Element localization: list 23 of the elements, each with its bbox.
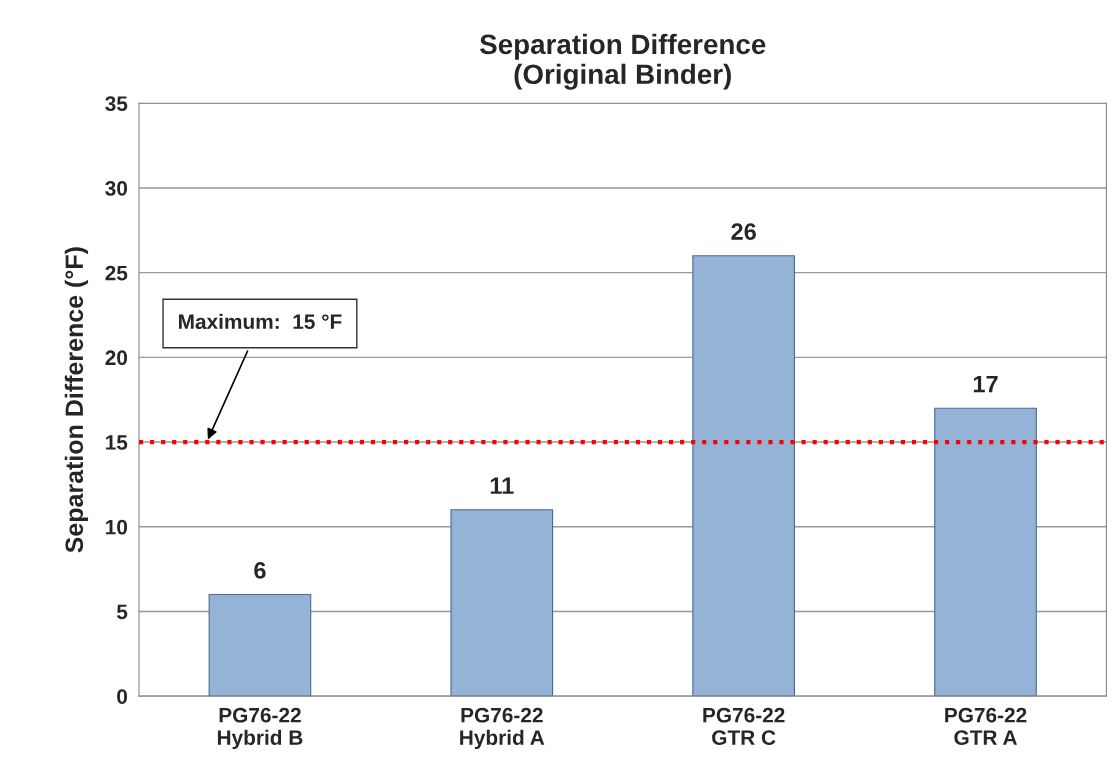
data-label: 11 xyxy=(490,477,514,494)
y-tick-label: 0 xyxy=(117,689,128,704)
x-tick-label: PG76-22 GTR C xyxy=(703,707,785,745)
chart-title: Separation Difference (Original Binder) xyxy=(479,33,766,90)
ref-line-label: Maximum: 15 °F xyxy=(179,313,342,330)
data-label: 17 xyxy=(973,375,998,393)
bar xyxy=(934,407,1037,697)
y-tick-label: 30 xyxy=(105,180,128,196)
x-tick-label: PG76-22 Hybrid A xyxy=(460,707,545,750)
x-tick-label: PG76-22 Hybrid B xyxy=(217,707,303,750)
data-label: 26 xyxy=(731,223,756,240)
bar xyxy=(450,509,554,697)
y-tick-label: 20 xyxy=(105,350,128,366)
y-tick-label: 10 xyxy=(106,519,128,535)
y-tick-label: 5 xyxy=(116,604,128,620)
data-label: 6 xyxy=(254,562,266,579)
y-tick-label: 15 xyxy=(106,435,128,450)
y-axis-title: Separation Difference (°F) xyxy=(64,247,89,553)
y-tick-label: 35 xyxy=(105,96,128,112)
bar xyxy=(208,593,312,697)
y-tick-label: 25 xyxy=(105,265,128,281)
bar xyxy=(692,255,795,697)
x-tick-label: PG76-22 GTR A xyxy=(945,707,1027,745)
